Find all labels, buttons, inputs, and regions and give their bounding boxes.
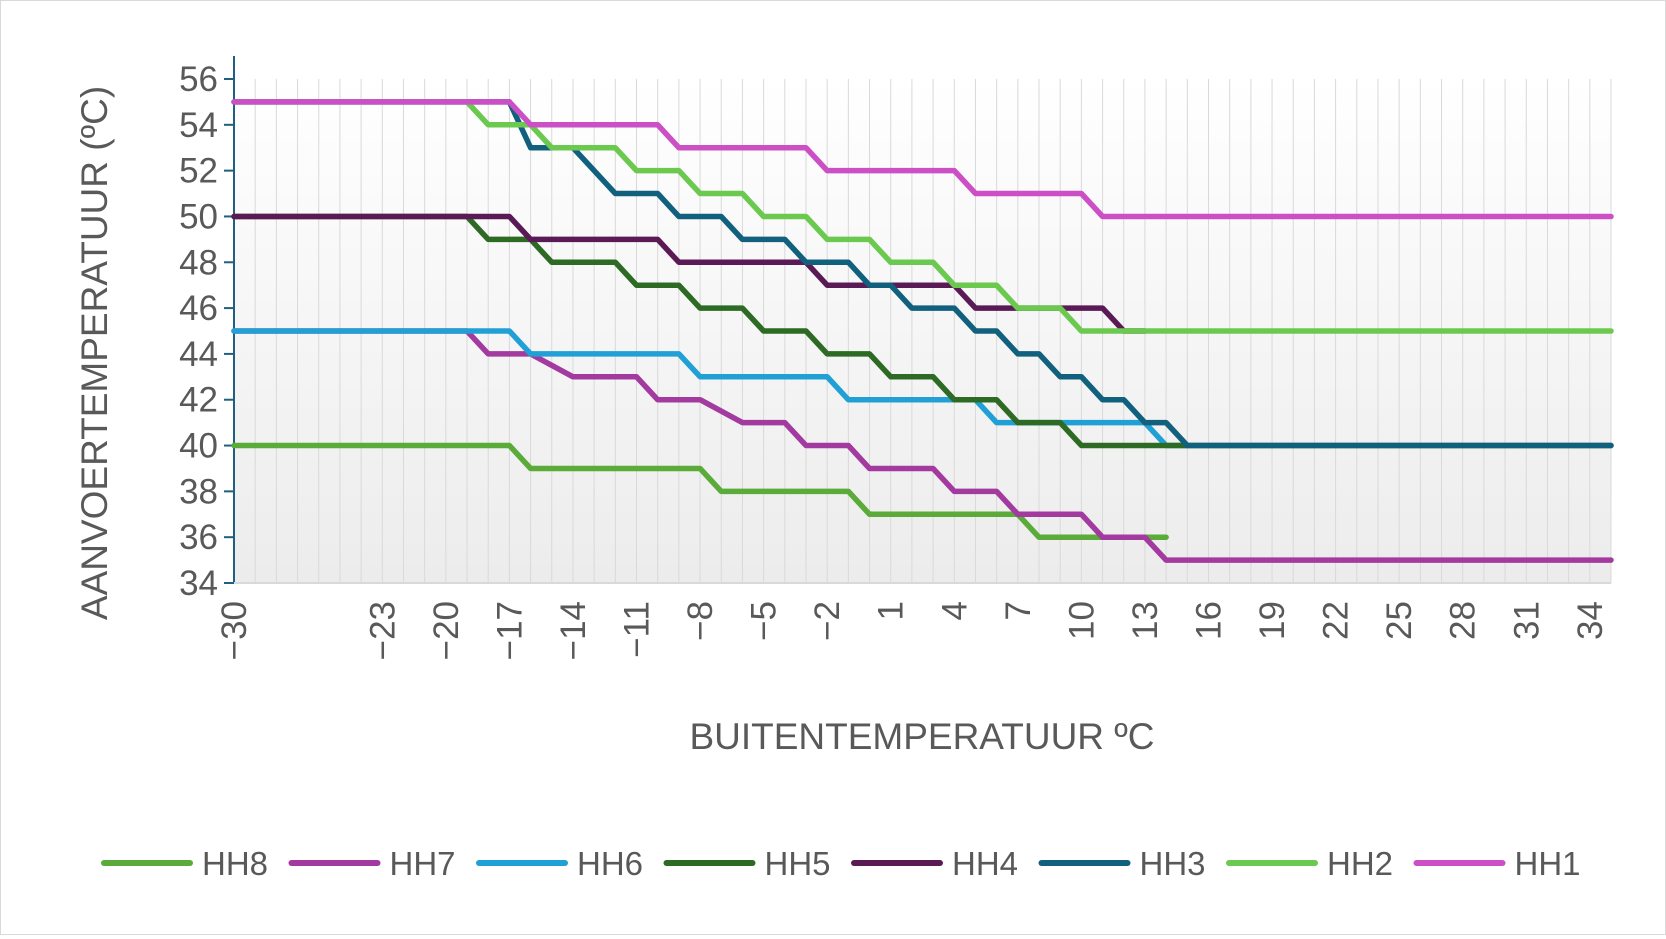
series-line-hh1 [231,99,1614,220]
y-axis: 34 36 38 40 42 44 46 48 50 52 54 56 [179,56,235,603]
legend-label: HH2 [1327,845,1393,882]
x-tick-label: 28 [1444,601,1483,640]
legend: HH8 HH7 HH6 HH5 HH4 HH3 HH2 HH1 [101,845,1581,882]
legend-label: HH6 [577,845,643,882]
y-tick-label: 46 [179,289,218,328]
legend-label: HH7 [390,845,456,882]
legend-label: HH5 [765,845,831,882]
x-tick-label: 7 [999,601,1038,620]
series-line-hh7 [231,328,1614,563]
series-line-hh5 [231,213,1614,449]
y-tick-label: 54 [179,106,218,145]
legend-label: HH1 [1515,845,1581,882]
legend-label: HH4 [952,845,1018,882]
x-tick-label: −14 [554,601,593,660]
y-tick-label: 38 [179,472,218,511]
y-tick-label: 48 [179,243,218,282]
x-tick-label: 16 [1189,601,1228,640]
y-tick-label: 40 [179,427,218,466]
x-tick-label: −2 [808,601,847,641]
y-tick-label: 36 [179,518,218,557]
x-tick-label: 34 [1571,601,1610,640]
series-line-hh3 [231,99,1614,449]
series-line-hh8 [231,442,1169,540]
series-line-hh2 [231,99,1614,334]
series-line-hh4 [231,213,1148,334]
series-lines [231,99,1614,563]
x-tick-label: −8 [681,601,720,641]
x-tick-label: −5 [745,601,784,641]
legend-label: HH8 [202,845,268,882]
x-tick-label: 22 [1317,601,1356,640]
x-tick-label: −17 [490,601,529,660]
x-tick-label: −11 [618,601,657,658]
x-axis: −30 −23 −20 −17 −14 −11 −8 −5 −2 1 4 7 10 13 16 19 22 25 2… [215,582,1611,660]
x-axis-title: BUITENTEMPERATUUR ºC [689,716,1154,757]
series-line-hh6 [231,328,1191,449]
x-tick-label: 4 [935,601,974,620]
y-tick-label: 52 [179,152,218,191]
x-tick-label: 25 [1380,601,1419,640]
y-tick-label: 56 [179,60,218,99]
x-tick-label: 10 [1062,601,1101,640]
x-tick-label: −23 [363,601,402,660]
x-tick-label: 1 [872,601,911,620]
y-tick-label: 42 [179,381,218,420]
x-tick-label: 19 [1253,601,1292,640]
y-tick-label: 50 [179,197,218,236]
x-tick-label: −20 [427,601,466,660]
x-tick-label: 31 [1507,601,1546,640]
x-tick-label: 13 [1126,601,1165,640]
x-tick-label: −30 [215,601,254,660]
y-tick-label: 34 [179,564,218,603]
y-tick-label: 44 [179,335,218,374]
legend-label: HH3 [1140,845,1206,882]
y-axis-title: AANVOERTEMPERATUUR (ºC) [74,86,115,620]
